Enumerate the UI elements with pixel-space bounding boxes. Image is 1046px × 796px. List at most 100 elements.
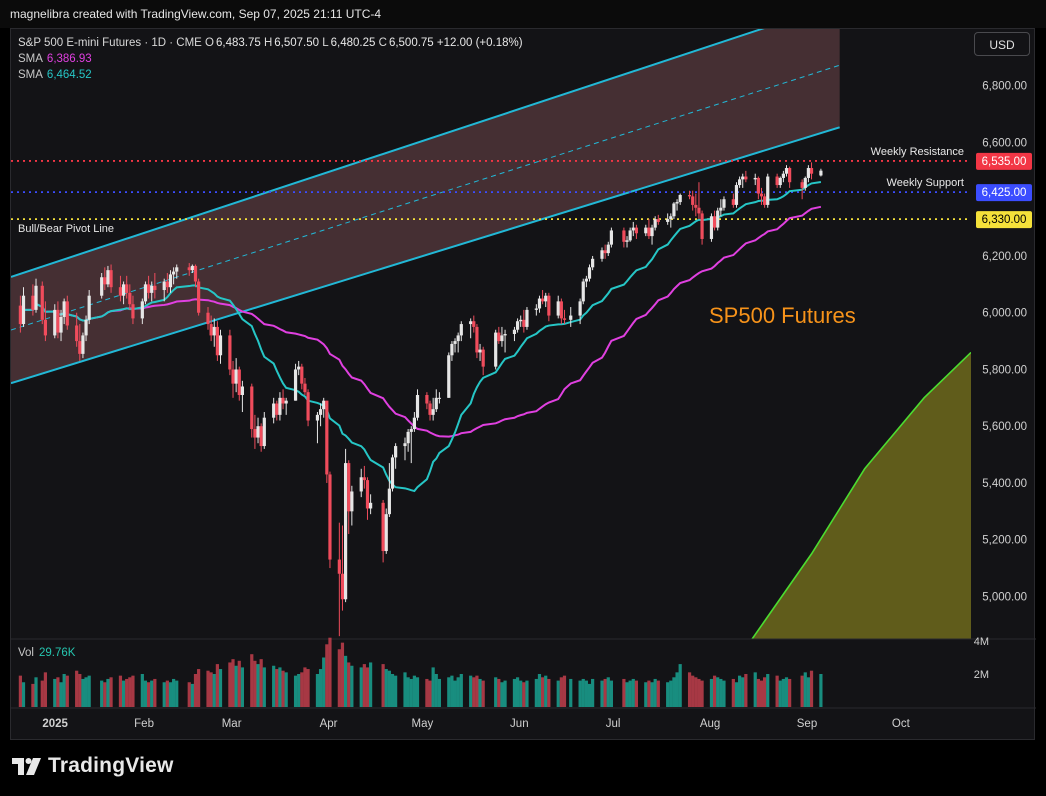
volume-bar [719, 678, 723, 707]
candle [403, 437, 407, 461]
volume-bar [606, 677, 610, 707]
candle [700, 210, 704, 245]
candle [547, 292, 551, 322]
candle-body [712, 216, 717, 228]
chart-canvas[interactable]: Weekly Resistance 6,535.00 Weekly Support 6… [11, 29, 1036, 741]
candle-body [272, 403, 276, 418]
y-tick-label: 5,400.00 [982, 478, 1027, 490]
candle [387, 463, 391, 517]
volume-bar [678, 664, 682, 707]
volume-bar [519, 680, 523, 707]
candle-body [387, 488, 391, 515]
candle [647, 219, 651, 239]
volume-bar [206, 670, 210, 707]
candle [306, 389, 310, 427]
candle [256, 417, 260, 444]
candle [494, 329, 498, 370]
candle-body [131, 304, 135, 319]
volume-bar [394, 675, 398, 707]
candle-body [731, 199, 735, 205]
candle [84, 315, 88, 342]
volume-bar [428, 680, 432, 707]
candle [162, 278, 166, 302]
candle [343, 448, 348, 603]
volume-bar [731, 678, 735, 707]
candle [644, 224, 648, 237]
candle-body [634, 227, 639, 234]
volume-bar [209, 672, 213, 707]
volume-bar [128, 677, 132, 707]
candle-body [788, 168, 792, 183]
candle [406, 429, 410, 452]
candle-body [40, 285, 44, 320]
volume-bar [675, 672, 679, 707]
candle-body [481, 349, 485, 367]
candle-body [78, 341, 82, 354]
volume-bar [819, 674, 823, 707]
candle-body [778, 177, 782, 186]
candle [381, 499, 385, 563]
candle-body [306, 392, 310, 421]
candle-body [472, 321, 476, 327]
candle-body [450, 343, 454, 356]
candle [272, 397, 276, 424]
volume-bar [325, 644, 329, 707]
candle [415, 389, 420, 421]
candle [150, 281, 154, 302]
open-value: 6,483.75 [216, 37, 261, 49]
candle-body [722, 199, 726, 208]
candle-body [53, 309, 57, 336]
candle [21, 287, 26, 327]
volume-bar [503, 680, 507, 707]
candle [628, 227, 632, 242]
candle [781, 170, 785, 183]
candle-body [412, 417, 416, 430]
candle-body [278, 397, 282, 415]
volume-bar [753, 672, 757, 707]
candle-body [65, 301, 69, 326]
sma-fast-row[interactable]: SMA 6,464.52 [18, 67, 523, 83]
candle [325, 400, 329, 483]
candle [118, 275, 123, 302]
candle [100, 273, 104, 299]
candle [537, 295, 542, 313]
candle-body [759, 193, 764, 197]
candle [675, 199, 679, 211]
candle [412, 412, 416, 432]
candle-body [218, 335, 223, 356]
volume-bar [21, 682, 26, 707]
volume-bar [559, 677, 563, 707]
candle [809, 162, 814, 180]
volume-bar [293, 675, 298, 707]
candle [744, 170, 748, 183]
x-tick-label: Apr [320, 718, 338, 730]
volume-bar [756, 678, 760, 707]
candle [212, 318, 216, 347]
candle-body [622, 230, 626, 242]
chart-panel[interactable]: Weekly Resistance 6,535.00 Weekly Support 6… [10, 28, 1036, 741]
volume-bar [253, 660, 257, 707]
candle [453, 338, 457, 353]
tradingview-logo[interactable]: TradingView [12, 754, 174, 778]
candle-body [803, 177, 807, 188]
candle-body [143, 284, 148, 302]
candle [425, 392, 429, 410]
currency-button[interactable]: USD [974, 32, 1030, 56]
volume-bar [262, 667, 266, 707]
candle [544, 292, 548, 308]
candle-body [494, 332, 498, 367]
candle [140, 298, 144, 325]
candle-body [603, 250, 607, 254]
volume-bar [347, 662, 351, 707]
volume-bar [300, 672, 304, 707]
volume-bar [365, 667, 370, 707]
volume-bar [788, 678, 792, 707]
candle [209, 315, 213, 342]
sma-slow-row[interactable]: SMA 6,386.93 [18, 51, 523, 67]
brand-name: TradingView [48, 754, 174, 777]
candle [653, 216, 657, 231]
candle-body [303, 383, 307, 393]
volume-bar [406, 677, 410, 707]
level-label-1: Weekly Support [887, 177, 964, 189]
candle [231, 360, 235, 398]
